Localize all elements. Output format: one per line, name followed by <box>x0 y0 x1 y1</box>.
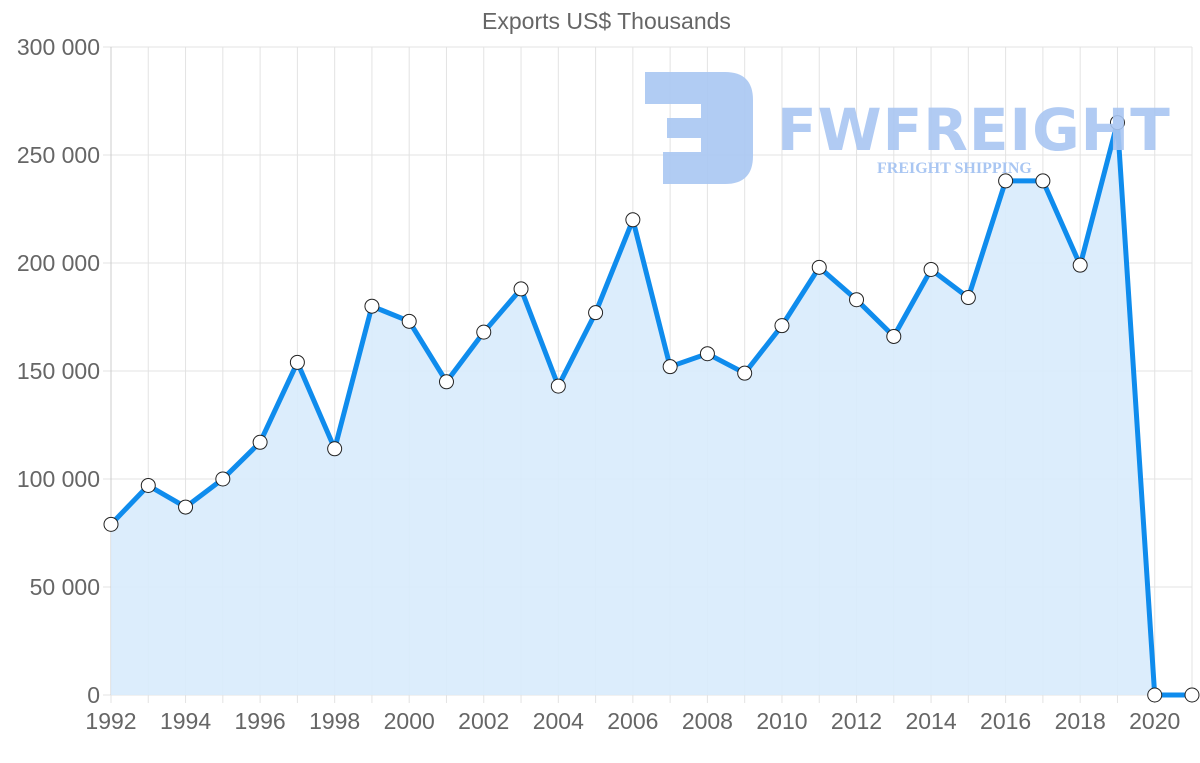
data-point[interactable] <box>1035 173 1051 189</box>
data-point[interactable] <box>401 313 417 329</box>
data-point[interactable] <box>178 499 194 515</box>
data-point[interactable] <box>849 292 865 308</box>
y-tick-label: 200 000 <box>17 250 100 276</box>
x-tick-label: 2020 <box>1129 708 1180 734</box>
data-point[interactable] <box>1109 115 1125 131</box>
data-point[interactable] <box>625 212 641 228</box>
data-point[interactable] <box>662 359 678 375</box>
y-tick-label: 100 000 <box>17 466 100 492</box>
x-tick-label: 2004 <box>533 708 584 734</box>
data-point[interactable] <box>886 328 902 344</box>
data-point[interactable] <box>103 516 119 532</box>
data-point[interactable] <box>774 318 790 334</box>
data-point[interactable] <box>215 471 231 487</box>
x-tick-label: 1992 <box>85 708 136 734</box>
data-point[interactable] <box>364 298 380 314</box>
data-point[interactable] <box>438 374 454 390</box>
data-point[interactable] <box>327 441 343 457</box>
data-point[interactable] <box>550 378 566 394</box>
data-point[interactable] <box>737 365 753 381</box>
data-point[interactable] <box>1184 687 1200 703</box>
data-point[interactable] <box>1072 257 1088 273</box>
data-point[interactable] <box>513 281 529 297</box>
x-tick-label: 2016 <box>980 708 1031 734</box>
y-tick-label: 300 000 <box>17 34 100 60</box>
y-tick-label: 250 000 <box>17 142 100 168</box>
data-point[interactable] <box>1147 687 1163 703</box>
x-tick-label: 2014 <box>905 708 956 734</box>
x-tick-label: 1994 <box>160 708 211 734</box>
x-tick-label: 1996 <box>235 708 286 734</box>
data-point[interactable] <box>140 477 156 493</box>
x-tick-label: 2006 <box>607 708 658 734</box>
data-point[interactable] <box>289 354 305 370</box>
y-tick-label: 0 <box>87 682 100 708</box>
x-tick-label: 2018 <box>1055 708 1106 734</box>
y-tick-label: 150 000 <box>17 358 100 384</box>
data-point[interactable] <box>811 259 827 275</box>
x-tick-label: 2000 <box>384 708 435 734</box>
data-point[interactable] <box>252 434 268 450</box>
x-axis-labels: 1992 1994 1996 1998 2000 2002 2004 2006 2008 2010… <box>85 708 1180 734</box>
y-tick-label: 50 000 <box>30 574 100 600</box>
data-point[interactable] <box>476 324 492 340</box>
data-points <box>103 115 1200 703</box>
x-tick-label: 2010 <box>756 708 807 734</box>
data-point[interactable] <box>923 261 939 277</box>
x-tick-label: 2008 <box>682 708 733 734</box>
chart-title: Exports US$ Thousands <box>482 8 731 34</box>
data-point[interactable] <box>998 173 1014 189</box>
data-point[interactable] <box>588 305 604 321</box>
y-axis-labels: 0 50 000 100 000 150 000 200 000 250 000 300 0… <box>17 34 100 708</box>
area-fill <box>111 122 1192 696</box>
x-tick-label: 2002 <box>458 708 509 734</box>
x-tick-label: 1998 <box>309 708 360 734</box>
data-point[interactable] <box>699 346 715 362</box>
data-point[interactable] <box>960 290 976 306</box>
x-tick-label: 2012 <box>831 708 882 734</box>
